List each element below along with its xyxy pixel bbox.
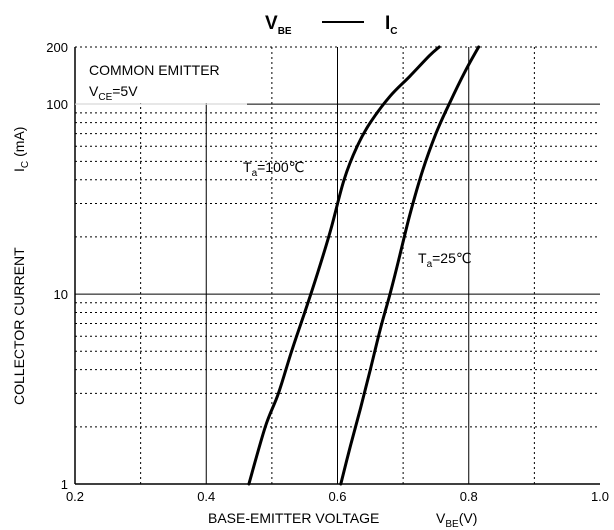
x-axis-symbol: VBE(V) [436,510,477,530]
series-line-0 [247,45,441,486]
y-tick-label: 1 [61,477,68,492]
y-tick-label: 200 [46,40,68,55]
annotation-background [76,48,246,104]
x-tick-label: 0.2 [66,489,84,504]
x-tick-label: 0.4 [197,489,215,504]
annotation-vce: VCE=5V [89,83,138,103]
series-label-ta-100: Ta=100℃ [243,159,304,179]
y-axis-symbol-text: IC(mA) [11,127,31,172]
x-axis-title: BASE-EMITTER VOLTAGE [208,510,379,526]
series-label-ta-25: Ta=25℃ [418,250,472,270]
grid [74,46,600,485]
x-tick-label: 1.0 [591,489,609,504]
series-curves [247,45,481,486]
y-axis-symbol: IC(mA) [11,127,31,172]
y-tick-label: 10 [54,287,68,302]
chart-title-vbe: VBE [265,13,292,37]
x-tick-label: 0.6 [328,489,346,504]
y-axis-title-text: COLLECTOR CURRENT [11,247,27,405]
annotation-common-emitter: COMMON EMITTER [89,62,220,78]
series-line-1 [339,45,481,486]
y-tick-label: 100 [46,97,68,112]
tick-labels: 0.2 0.4 0.6 0.8 1.0 1 10 100 200 [46,40,609,504]
x-tick-label: 0.8 [460,489,478,504]
y-axis-title: COLLECTOR CURRENT [11,247,27,405]
chart-title-ic: IC [385,13,398,37]
